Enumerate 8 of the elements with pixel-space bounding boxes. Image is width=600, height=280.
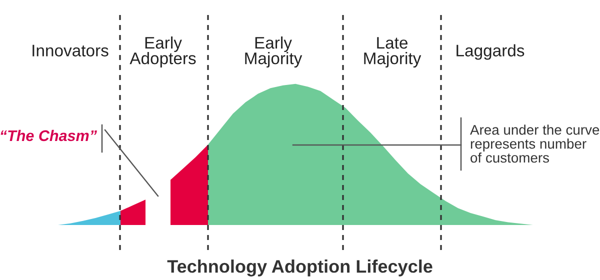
text: Early Adopters: [130, 36, 196, 68]
text: Late Majority: [364, 37, 422, 68]
text: Laggards: [456, 44, 524, 60]
annotation: “The Chasm”: [0, 130, 97, 142]
text: Early Majority: [245, 36, 302, 68]
annotation: Area under the curve represents number of customers: [470, 124, 600, 163]
text: Innovators: [32, 44, 108, 56]
x-axis-title: Technology Adoption Lifecycle: [167, 260, 432, 276]
